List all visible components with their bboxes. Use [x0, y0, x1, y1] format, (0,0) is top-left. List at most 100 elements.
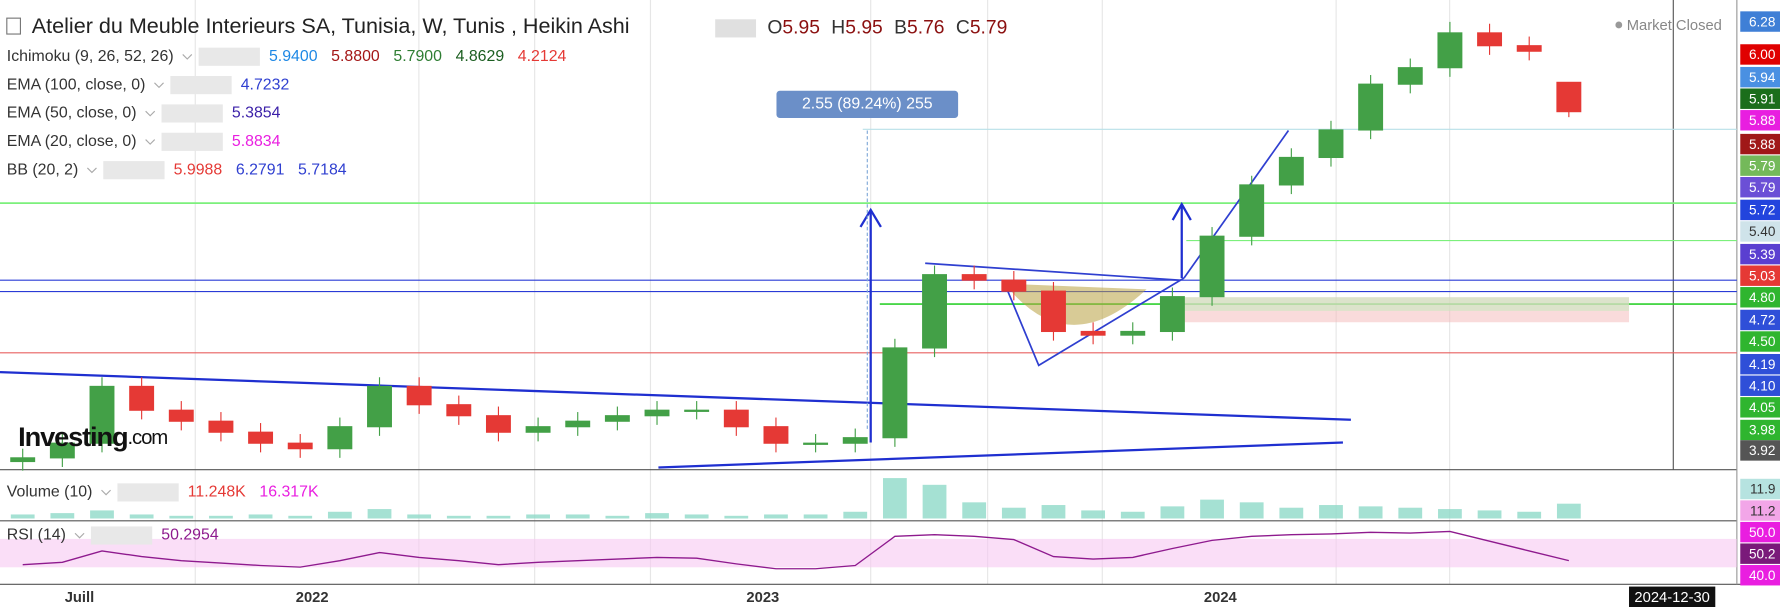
price-tag-label: 5.79	[1749, 158, 1776, 173]
indicator-name: EMA (50, close, 0)	[7, 105, 137, 122]
candle-body	[1477, 32, 1503, 47]
candle-body	[1001, 279, 1027, 292]
indicator-value: 5.8834	[232, 133, 281, 150]
ohlc-value: 5.79	[970, 17, 1008, 38]
volume-bar	[1081, 510, 1106, 519]
collapse-button[interactable]	[6, 17, 22, 35]
indicator-buttons[interactable]	[117, 483, 179, 502]
price-tag-label: 4.10	[1749, 378, 1776, 393]
time-label: 2024	[1204, 590, 1238, 606]
market-status: Market Closed	[1627, 18, 1722, 34]
indicator-buttons[interactable]	[103, 161, 165, 180]
dropdown[interactable]	[154, 82, 164, 89]
dropdown[interactable]	[145, 139, 156, 145]
volume-bar	[843, 511, 868, 519]
dropdown[interactable]	[101, 489, 111, 496]
price-tag	[1740, 221, 1780, 242]
indicator-buttons[interactable]	[161, 104, 223, 123]
indicator-name: EMA (20, close, 0)	[7, 133, 137, 150]
candle-body	[49, 442, 75, 459]
price-tag-label: 5.88	[1749, 137, 1776, 152]
candle-body	[604, 415, 630, 422]
candle-body	[922, 274, 947, 349]
indicator-value: 4.7232	[241, 76, 290, 93]
rsi-line	[22, 530, 1570, 570]
volume-bar	[1120, 511, 1145, 519]
candle-body	[327, 426, 353, 450]
indicator-name: EMA (100, close, 0)	[7, 76, 146, 93]
candle-body	[1120, 330, 1146, 336]
ohlc-label: B	[894, 17, 907, 38]
price-tag	[1740, 287, 1780, 308]
arrow-head	[859, 207, 882, 228]
cursor-date: 2024-12-30	[1634, 590, 1709, 606]
price-tag	[1740, 88, 1780, 109]
indicator-buttons[interactable]	[161, 132, 223, 151]
price-tag	[1740, 440, 1780, 461]
arrow-head	[1171, 201, 1192, 221]
price-tag	[1740, 375, 1780, 396]
cup-area	[1004, 283, 1147, 325]
indicator-name: RSI (14)	[7, 527, 66, 544]
indicator-value: 5.7184	[298, 161, 347, 178]
candle-body	[287, 442, 313, 450]
logo: Investing.com	[18, 421, 167, 452]
price-tag	[1740, 565, 1780, 586]
candle-body	[565, 420, 591, 428]
indicator-value: 6.2791	[236, 161, 285, 178]
candle-body	[882, 347, 908, 439]
candle-body	[684, 409, 710, 412]
volume-bar	[1279, 507, 1304, 519]
volume-bar	[1239, 502, 1264, 519]
candle-body	[1358, 83, 1384, 131]
indicator-buttons[interactable]	[90, 526, 153, 545]
price-tag	[1740, 397, 1780, 418]
dropdown[interactable]	[86, 167, 97, 174]
volume-bar	[724, 515, 749, 519]
indicator-name: Volume (10)	[7, 484, 93, 501]
price-tag	[1740, 353, 1780, 375]
ohlc-label: O	[767, 17, 782, 38]
price-tag	[1740, 419, 1780, 441]
price-tag	[1740, 265, 1780, 286]
dropdown[interactable]	[74, 532, 85, 539]
indicator-value: 5.7900	[393, 48, 442, 65]
indicator-value: 16.317K	[259, 484, 319, 501]
dropdown[interactable]	[182, 54, 193, 60]
indicator-value: 4.8629	[456, 48, 505, 65]
price-tag-label: 50.2	[1749, 546, 1776, 561]
measure-label: 2.55 (89.24%) 255	[802, 96, 933, 113]
volume-bar	[1517, 511, 1542, 519]
rsi-band	[0, 538, 1737, 568]
indicator-buttons[interactable]	[170, 76, 232, 95]
candle-body	[10, 457, 36, 463]
candle-body	[1278, 156, 1304, 186]
candle-body	[961, 274, 987, 281]
indicator-value: 5.3854	[232, 105, 281, 122]
price-tag-label: 3.92	[1749, 443, 1776, 458]
candle-body	[723, 409, 749, 428]
indicator-buttons[interactable]	[198, 47, 260, 66]
price-tag	[1740, 243, 1780, 265]
candle-body	[1159, 296, 1185, 333]
volume-bar	[1160, 506, 1185, 519]
volume-bar	[922, 484, 947, 519]
volume-bar	[882, 478, 907, 519]
volume-bar	[605, 515, 630, 519]
header: Atelier du Meuble Interieurs SA, Tunisia…	[32, 13, 630, 38]
indicator-value: 11.248K	[188, 484, 246, 501]
volume-bar	[803, 514, 828, 519]
volume-bar	[50, 513, 75, 519]
plot	[0, 21, 1737, 570]
candle-body	[208, 420, 234, 433]
dropdown[interactable]	[145, 110, 156, 117]
volume-bar	[1358, 506, 1383, 519]
settings-button[interactable]	[715, 19, 757, 38]
price-tag-label: 50.0	[1749, 525, 1776, 540]
indicator-name: BB (20, 2)	[7, 161, 78, 178]
volume-bar	[1398, 507, 1423, 519]
volume-bar	[407, 514, 432, 519]
price-tag	[1740, 500, 1780, 521]
volume-bar	[367, 509, 392, 519]
price-tag-label: 5.72	[1749, 203, 1776, 218]
